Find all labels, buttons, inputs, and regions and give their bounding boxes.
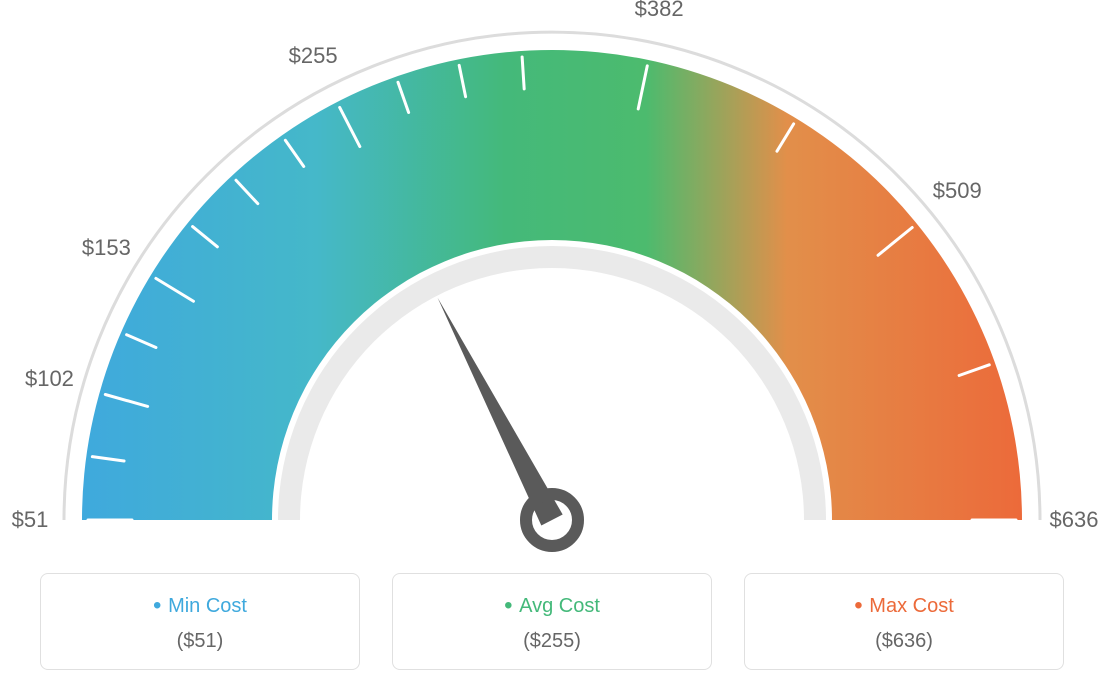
gauge-tick-label: $382 <box>635 0 684 22</box>
legend-value-min: ($51) <box>51 630 349 653</box>
gauge-tick-label: $509 <box>933 178 982 204</box>
legend-label-min: Min Cost <box>51 592 349 620</box>
legend-card-avg: Avg Cost ($255) <box>392 573 712 670</box>
legend-value-max: ($636) <box>755 630 1053 653</box>
gauge-svg <box>0 0 1104 560</box>
gauge-tick-label: $636 <box>1050 507 1099 533</box>
legend-row: Min Cost ($51) Avg Cost ($255) Max Cost … <box>0 573 1104 670</box>
legend-card-min: Min Cost ($51) <box>40 573 360 670</box>
gauge-tick-label: $102 <box>25 366 74 392</box>
cost-gauge: $51 $102 $153 $255 $382 $509 $636 <box>0 0 1104 560</box>
gauge-tick-label: $51 <box>12 507 49 533</box>
legend-label-avg: Avg Cost <box>403 592 701 620</box>
legend-value-avg: ($255) <box>403 630 701 653</box>
legend-card-max: Max Cost ($636) <box>744 573 1064 670</box>
legend-label-max: Max Cost <box>755 592 1053 620</box>
gauge-tick-label: $255 <box>289 43 338 69</box>
gauge-tick-label: $153 <box>82 235 131 261</box>
